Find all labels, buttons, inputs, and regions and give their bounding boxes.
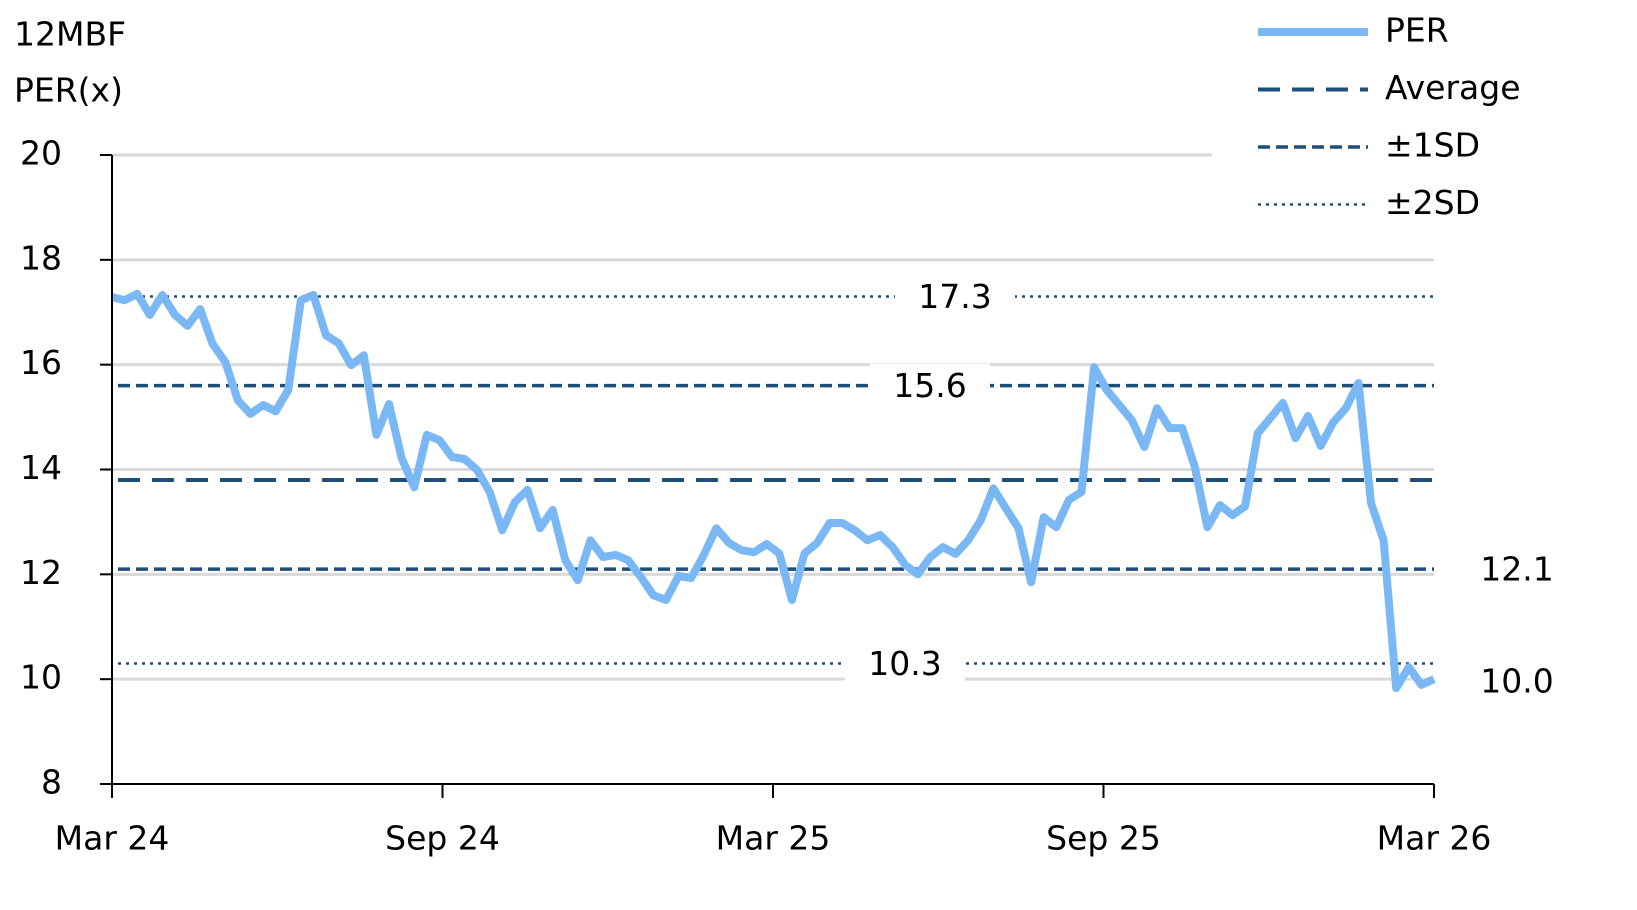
legend-label: Average: [1385, 68, 1521, 107]
y-tick-label: 16: [20, 343, 62, 382]
data-label: 10.0: [1480, 662, 1553, 701]
y-tick-label: 20: [20, 134, 62, 173]
data-line: [111, 289, 1436, 693]
reference-label: 15.6: [893, 366, 966, 405]
y-axis-title: PER(x): [14, 71, 123, 110]
legend-label: ±2SD: [1385, 183, 1480, 222]
legend: PER Average ±1SD ±2SD: [1212, 0, 1532, 232]
x-tick-label: Mar 24: [55, 819, 170, 858]
legend-label: ±1SD: [1385, 126, 1480, 165]
y-tick-label: 8: [41, 763, 62, 802]
reference-label: 12.1: [1480, 550, 1553, 589]
reference-label: 17.3: [918, 277, 991, 316]
y-tick-label: 10: [20, 658, 62, 697]
y-tick-label: 18: [20, 238, 62, 277]
x-tick-label: Mar 25: [716, 819, 831, 858]
x-tick-label: Mar 26: [1377, 819, 1492, 858]
y-axis-title: 12MBF: [14, 15, 126, 54]
x-tick-label: Sep 24: [385, 819, 500, 858]
y-tick-label: 12: [20, 553, 62, 592]
y-tick-label: 14: [20, 448, 62, 487]
legend-background: [1212, 0, 1532, 232]
x-tick-label: Sep 25: [1046, 819, 1161, 858]
reference-label: 10.3: [868, 644, 941, 683]
label-background: [895, 274, 1015, 319]
label-background: [870, 363, 990, 408]
legend-label: PER: [1385, 11, 1449, 50]
label-background: [845, 641, 965, 686]
